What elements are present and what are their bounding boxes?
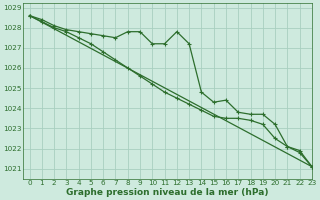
X-axis label: Graphe pression niveau de la mer (hPa): Graphe pression niveau de la mer (hPa) [66,188,269,197]
